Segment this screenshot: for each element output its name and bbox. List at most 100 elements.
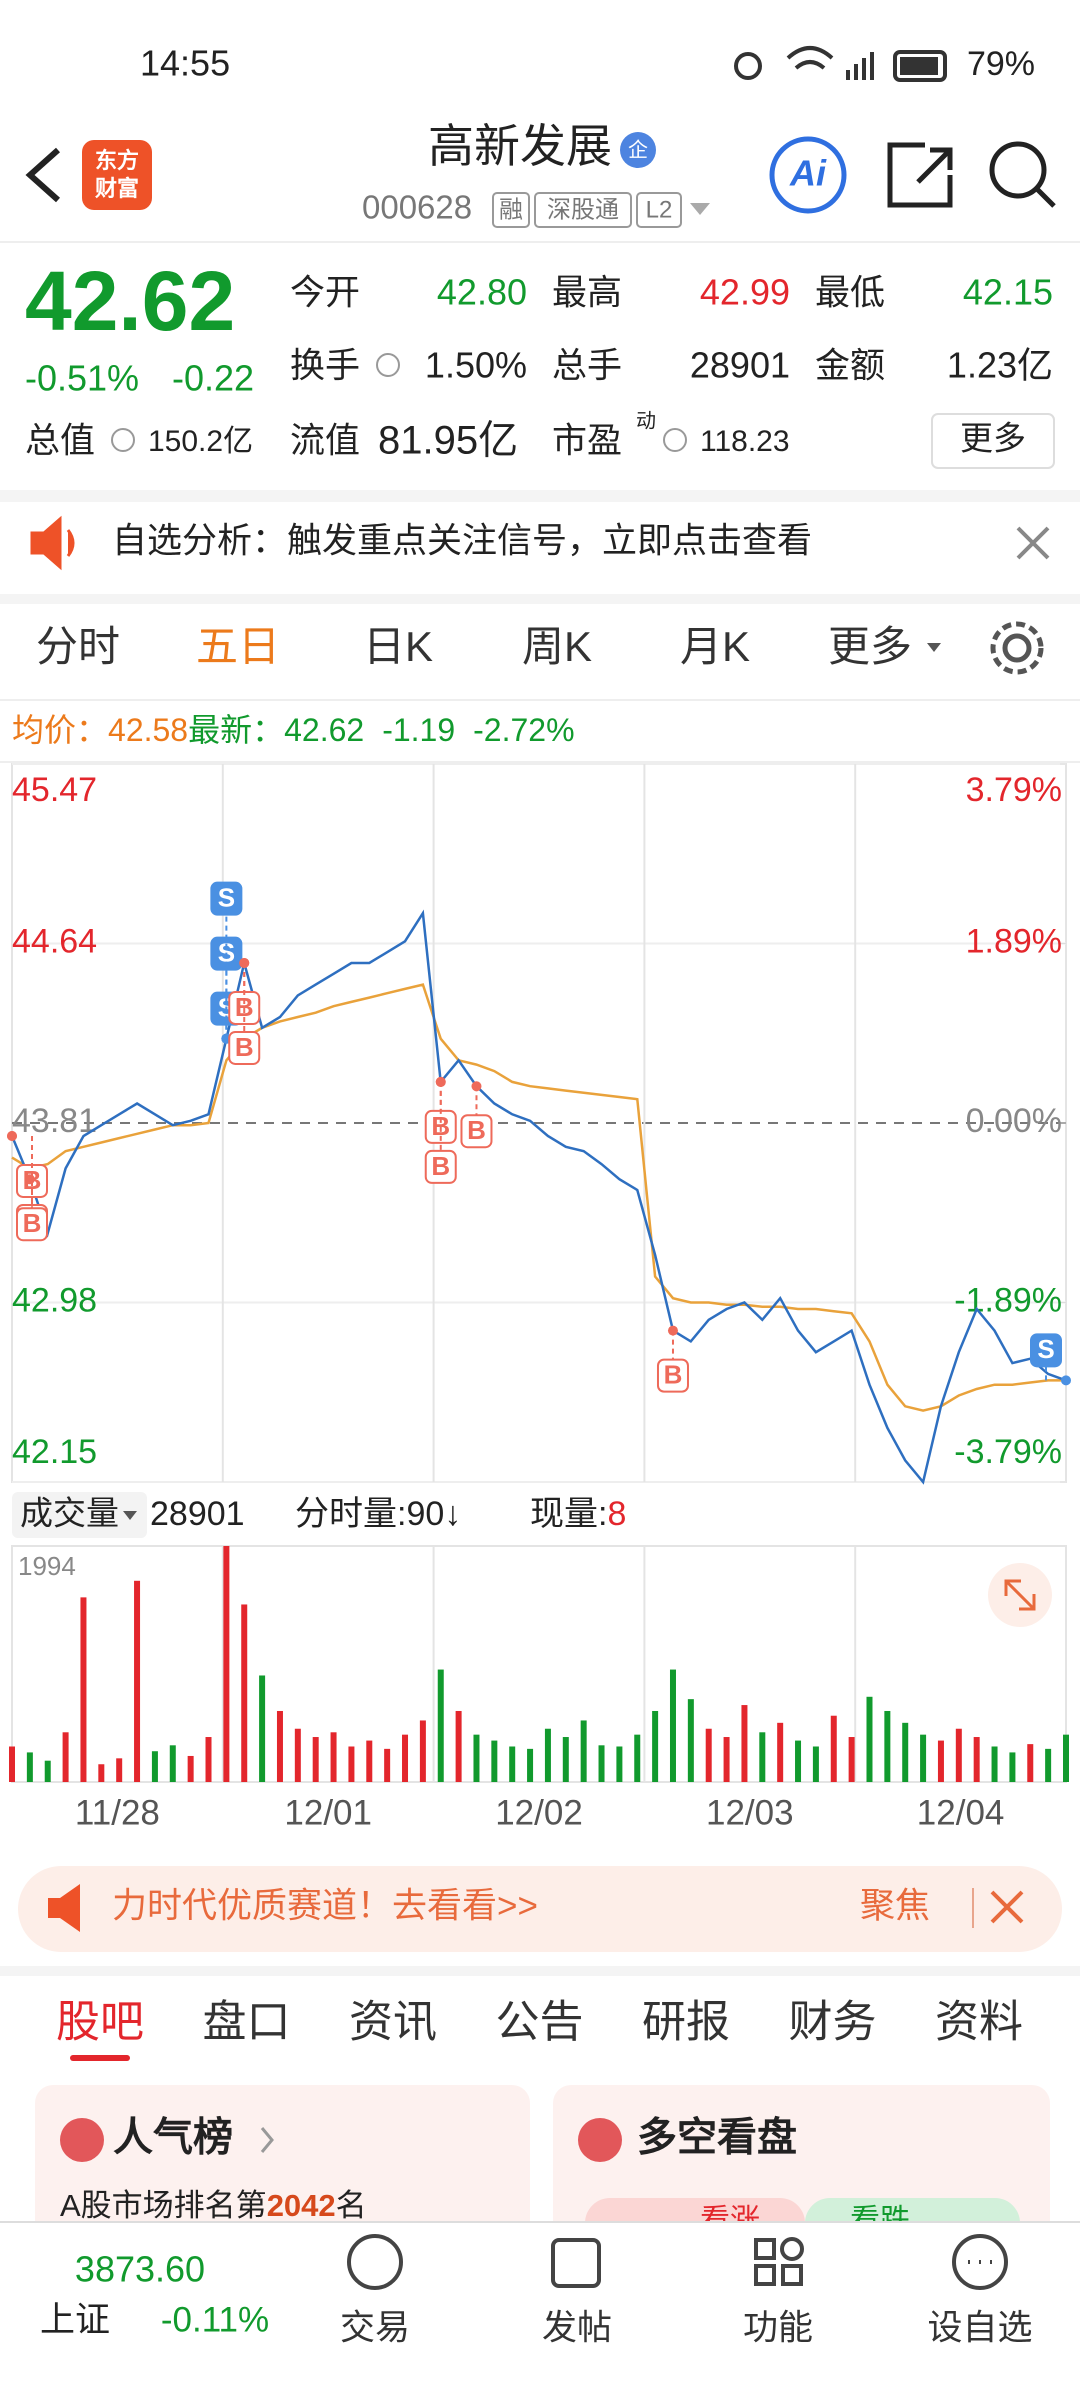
tab[interactable]: 月K <box>680 623 750 670</box>
signal-label: B <box>431 1151 450 1181</box>
volume-bar <box>62 1732 69 1782</box>
volume-bar <box>920 1734 927 1782</box>
volume-bar <box>26 1752 33 1782</box>
volume-bar <box>830 1715 837 1782</box>
volume-bar <box>937 1740 944 1782</box>
ai-button[interactable] <box>769 136 847 214</box>
logo <box>82 140 152 210</box>
section-tab[interactable]: 研报 <box>642 1998 730 2047</box>
tab-underline <box>70 2055 130 2061</box>
dropdown <box>927 643 941 652</box>
volume-bar <box>384 1748 391 1782</box>
index-name[interactable]: 上证 <box>40 2300 110 2339</box>
volume-bar <box>437 1669 444 1782</box>
nav-icons <box>347 2234 1008 2290</box>
index-value[interactable]: 3873.60 <box>75 2249 205 2290</box>
date-label: 12/02 <box>495 1793 583 1832</box>
y2-tick-label: -1.89% <box>954 1281 1062 1319</box>
index-change[interactable]: -0.11% <box>161 2300 269 2339</box>
volume-bar <box>455 1710 462 1782</box>
section-tab[interactable]: 财务 <box>789 1998 877 2047</box>
volume-tick-label: 1994 <box>18 1551 76 1581</box>
tab[interactable]: 周K <box>522 623 592 670</box>
volume-bar <box>80 1597 87 1782</box>
tag: 深股通 <box>547 196 619 223</box>
battery: 79% <box>967 45 1035 83</box>
tab[interactable]: 五日 <box>196 623 280 670</box>
y2-tick-label: -3.79% <box>954 1433 1062 1471</box>
megaphone-icon <box>48 1884 80 1932</box>
section-tab[interactable]: 资讯 <box>349 1998 437 2047</box>
back-button[interactable] <box>25 147 60 203</box>
field-label: 总值 <box>25 421 95 460</box>
tab[interactable]: 日K <box>363 623 433 670</box>
badge-text: 企 <box>628 138 648 161</box>
search-button[interactable] <box>989 141 1056 208</box>
field-value: 28901 <box>690 345 790 386</box>
nav-label[interactable]: 交易 <box>340 2308 410 2347</box>
more-button[interactable] <box>931 413 1055 469</box>
notice[interactable]: 自选分析：触发重点关注信号，立即点击查看 <box>112 521 812 560</box>
nav-label[interactable]: 功能 <box>743 2308 813 2347</box>
close-notice[interactable] <box>1016 526 1050 560</box>
tag: 融 <box>499 196 523 223</box>
card-title: 人气榜 <box>113 2116 233 2160</box>
price: 42.62 <box>25 254 235 348</box>
y-tick-label: 43.81 <box>12 1102 97 1140</box>
field-label: 流值 <box>290 421 360 460</box>
close-ad[interactable] <box>990 1890 1024 1924</box>
card-icon <box>60 2118 104 2162</box>
volume-bar <box>116 1758 123 1782</box>
nav-label[interactable]: 设自选 <box>927 2308 1032 2347</box>
volume-bar <box>955 1728 962 1782</box>
volume-bar <box>598 1745 605 1782</box>
section-tab[interactable]: 公告 <box>496 1998 584 2047</box>
signal-label: S <box>1037 1334 1054 1364</box>
section-tab[interactable]: 资料 <box>935 1998 1023 2047</box>
signal-point <box>239 957 250 968</box>
date-label: 11/28 <box>75 1793 160 1832</box>
ad-banner[interactable] <box>18 1866 1062 1952</box>
now-value: 8 <box>607 1495 626 1533</box>
tab[interactable]: 更多 <box>828 623 912 670</box>
volume-bar <box>759 1732 766 1782</box>
volume-bar <box>491 1740 498 1782</box>
section-tab[interactable]: 股吧 <box>56 1998 144 2047</box>
volume-now: 现量:8 <box>530 1495 626 1533</box>
tab[interactable]: 分时 <box>36 623 120 670</box>
settings-icon[interactable] <box>990 621 1044 675</box>
volume-bar <box>669 1669 676 1782</box>
field-label: 换手 <box>290 346 360 385</box>
card-text: A股市场排名第2042名 <box>60 2188 367 2223</box>
speaker-icon <box>30 515 75 571</box>
section-tab[interactable]: 盘口 <box>203 1998 291 2047</box>
volume-bar <box>616 1746 623 1782</box>
signal-box <box>16 1207 48 1242</box>
field-value: 118.23 <box>700 425 790 458</box>
card[interactable] <box>35 2085 530 2245</box>
volume-bar <box>580 1720 587 1782</box>
signal-label: B <box>23 1208 42 1238</box>
volume-bar <box>1009 1752 1016 1782</box>
volume-bar <box>991 1746 998 1782</box>
volume-bar <box>687 1699 694 1782</box>
signal-label: B <box>235 992 254 1022</box>
volume-bar <box>741 1705 748 1782</box>
nav-label[interactable]: 发帖 <box>542 2308 612 2347</box>
dropdown[interactable] <box>690 203 710 215</box>
volume-bar <box>294 1728 301 1782</box>
volume-bar <box>1027 1744 1034 1782</box>
field-sup: 动 <box>636 409 656 432</box>
volume-selector[interactable] <box>12 1492 147 1538</box>
volume-bar <box>1045 1748 1052 1782</box>
volume-bar <box>473 1734 480 1782</box>
date-label: 12/04 <box>917 1793 1005 1832</box>
signal-point <box>7 1130 17 1141</box>
info-icon <box>376 353 400 377</box>
share-button[interactable] <box>887 142 953 208</box>
tag: L2 <box>646 196 673 223</box>
info-avg: 42.58 <box>108 712 188 748</box>
field-label: 市盈 <box>552 421 622 460</box>
volume-bar <box>634 1734 641 1782</box>
now-label: 现量: <box>530 1495 607 1533</box>
